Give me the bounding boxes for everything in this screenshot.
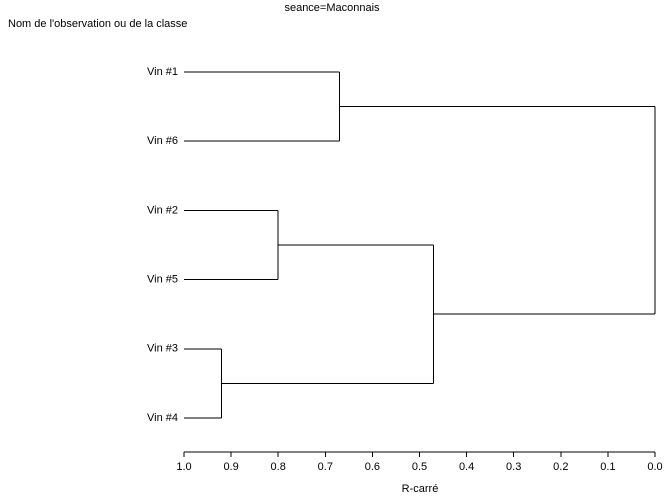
leaf-label: Vin #6	[147, 135, 178, 147]
leaf-label: Vin #3	[147, 343, 178, 355]
x-axis-title: R-carré	[402, 483, 439, 495]
x-tick-label: 0.6	[365, 461, 380, 473]
x-tick-label: 0.8	[271, 461, 286, 473]
x-tick-label: 0.2	[553, 461, 568, 473]
subtitle: Nom de l'observation ou de la classe	[8, 18, 187, 30]
x-tick-label: 0.3	[506, 461, 521, 473]
leaf-label: Vin #5	[147, 274, 178, 286]
x-tick-label: 0.9	[223, 461, 238, 473]
leaf-label: Vin #2	[147, 204, 178, 216]
x-tick-label: 0.7	[318, 461, 333, 473]
x-tick-label: 0.1	[600, 461, 615, 473]
x-tick-label: 0.0	[647, 461, 662, 473]
leaf-label: Vin #1	[147, 66, 178, 78]
x-tick-label: 0.5	[412, 461, 427, 473]
x-tick-label: 1.0	[176, 461, 191, 473]
x-tick-label: 0.4	[459, 461, 474, 473]
leaf-label: Vin #4	[147, 412, 178, 424]
chart-title: seance=Maconnais	[284, 2, 380, 14]
